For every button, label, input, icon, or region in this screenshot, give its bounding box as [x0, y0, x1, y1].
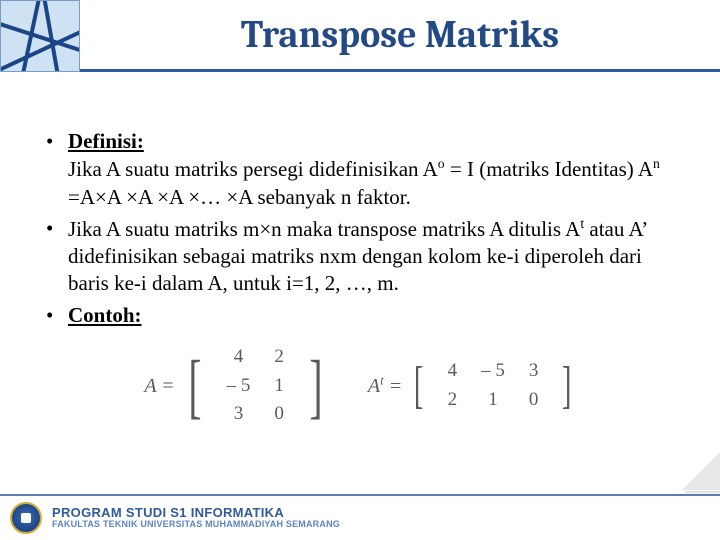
bullet-definisi: Definisi: Jika A suatu matriks persegi d… — [40, 128, 680, 211]
page-curl-icon — [680, 450, 720, 490]
matrix-example: A = [ 42 – 51 30 ] At = [ 4– 53 210 ] — [40, 343, 680, 429]
bullet-list: Definisi: Jika A suatu matriks persegi d… — [40, 128, 680, 329]
left-bracket-icon: [ — [414, 363, 424, 410]
right-bracket-icon: ] — [562, 363, 572, 410]
slide-title: Transpose Matriks — [241, 13, 559, 57]
program-name: PROGRAM STUDI S1 INFORMATIKA — [52, 506, 340, 520]
header-bar: Transpose Matriks — [0, 0, 720, 72]
label-contoh: Contoh: — [68, 303, 142, 327]
title-bar: Transpose Matriks — [80, 0, 720, 69]
text-definisi: Jika A suatu matriks persegi didefinisik… — [68, 157, 660, 208]
text-transpose: Jika A suatu matriks m×n maka transpose … — [68, 217, 647, 296]
matrix-At: At = [ 4– 53 210 ] — [368, 357, 576, 414]
footer-bar: PROGRAM STUDI S1 INFORMATIKA FAKULTAS TE… — [0, 494, 720, 540]
faculty-name: FAKULTAS TEKNIK UNIVERSITAS MUHAMMADIYAH… — [52, 520, 340, 530]
matrix-At-label: At = — [368, 373, 402, 400]
content-area: Definisi: Jika A suatu matriks persegi d… — [0, 72, 720, 429]
logo-graphic — [0, 0, 80, 72]
university-logo-icon — [10, 502, 42, 534]
matrix-A: A = [ 42 – 51 30 ] — [144, 343, 328, 429]
bullet-contoh: Contoh: — [40, 302, 680, 329]
bullet-transpose: Jika A suatu matriks m×n maka transpose … — [40, 215, 680, 298]
right-bracket-icon: ] — [309, 354, 322, 419]
matrix-At-cells: 4– 53 210 — [436, 357, 551, 414]
left-bracket-icon: [ — [188, 354, 201, 419]
footer-text: PROGRAM STUDI S1 INFORMATIKA FAKULTAS TE… — [52, 506, 340, 530]
label-definisi: Definisi: — [68, 129, 144, 153]
matrix-A-cells: 42 – 51 30 — [215, 343, 296, 429]
matrix-A-label: A = — [144, 373, 174, 399]
